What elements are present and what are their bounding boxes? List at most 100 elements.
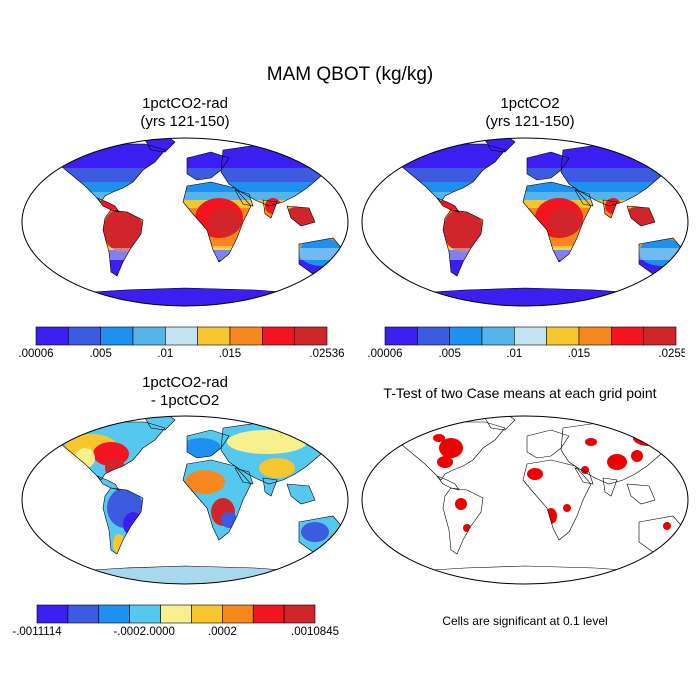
coastline-greenland bbox=[484, 416, 516, 431]
panel-title-diff-line1: 1pctCO2-rad bbox=[142, 374, 228, 391]
coastline-nz bbox=[346, 547, 348, 561]
colorbar-swatch bbox=[546, 326, 580, 346]
panel-title-ctl: 1pctCO2 (yrs 121-150) bbox=[405, 95, 655, 131]
coastline-arabia bbox=[234, 189, 254, 207]
colorbar-swatch bbox=[35, 326, 69, 346]
colorbar-swatch bbox=[384, 326, 418, 346]
map-border bbox=[21, 137, 349, 307]
colorbar-swatch bbox=[100, 326, 134, 346]
colorbar-label: -.0011114 bbox=[12, 626, 62, 638]
coastline-southAmerica bbox=[102, 487, 144, 555]
colorbar-label: .01 bbox=[506, 348, 522, 360]
colorbar-swatch bbox=[36, 604, 69, 624]
colorbar-swatch bbox=[165, 326, 198, 346]
map-panel-ttest bbox=[361, 415, 689, 585]
colorbar-swatch bbox=[191, 604, 223, 624]
coastline-europe bbox=[186, 429, 230, 459]
colorbar-swatch bbox=[481, 326, 515, 346]
colorbar-swatch bbox=[643, 326, 677, 346]
coastline-india bbox=[262, 199, 278, 219]
colorbar-label: .02536 bbox=[309, 348, 344, 360]
coastline-centralAm bbox=[96, 475, 120, 491]
coastline-southAmerica bbox=[102, 209, 144, 277]
colorbar-swatch bbox=[578, 326, 612, 346]
coastline-seAsia bbox=[286, 205, 316, 227]
coastline-europe bbox=[526, 429, 570, 459]
colorbar-swatch bbox=[129, 604, 161, 624]
coastline-northAmerica bbox=[60, 143, 166, 203]
colorbar-swatch bbox=[98, 604, 130, 624]
map-border bbox=[361, 415, 689, 585]
coastline-centralAm bbox=[436, 475, 460, 491]
colorbar-label: .005 bbox=[438, 348, 460, 360]
map-border bbox=[21, 415, 349, 585]
coastline-africa bbox=[182, 459, 252, 541]
colorbar-swatch bbox=[229, 326, 263, 346]
figure-title: MAM QBOT (kg/kg) bbox=[266, 64, 434, 85]
coastline-northAmerica bbox=[60, 421, 166, 481]
colorbar-label: .00006 bbox=[367, 348, 402, 360]
colorbar-label: .015 bbox=[568, 348, 590, 360]
coastline-centralAm bbox=[96, 197, 120, 213]
colorbar-label: .0002 bbox=[208, 626, 237, 638]
panel-title-rad: 1pctCO2-rad (yrs 121-150) bbox=[60, 95, 310, 131]
coastline-europe bbox=[186, 151, 230, 181]
colorbar-ctl: .00006 .005 .01 .015 .02553 bbox=[367, 326, 685, 360]
coastline-arabia bbox=[234, 467, 254, 485]
colorbar-swatch bbox=[160, 604, 192, 624]
coastline-europe bbox=[526, 151, 570, 181]
colorbar-swatch bbox=[197, 326, 231, 346]
map-panel-rad bbox=[21, 137, 349, 307]
colorbar-swatch bbox=[294, 326, 328, 346]
coastline-africa bbox=[182, 181, 252, 263]
colorbar-swatch bbox=[222, 604, 254, 624]
colorbar-swatch bbox=[67, 604, 100, 624]
panel-title-ctl-line2: (yrs 121-150) bbox=[485, 113, 575, 130]
coastline-africa bbox=[522, 459, 592, 541]
colorbar-swatch bbox=[449, 326, 483, 346]
coastline-northAmerica bbox=[400, 421, 506, 481]
coastline-india bbox=[602, 477, 618, 497]
panel-title-ttest: T-Test of two Case means at each grid po… bbox=[355, 384, 685, 402]
coastline-nz bbox=[346, 269, 348, 283]
coastline-southAmerica bbox=[442, 487, 484, 555]
colorbar-label: .0000 bbox=[146, 626, 175, 638]
panel-title-diff: 1pctCO2-rad - 1pctCO2 bbox=[60, 374, 310, 410]
map-panel-ctl bbox=[361, 137, 689, 307]
colorbar-diff: -.0011114 -.0002.0000 .0002 .0010845 bbox=[12, 604, 339, 638]
map-border bbox=[361, 137, 689, 307]
colorbar-label: .015 bbox=[219, 348, 241, 360]
colorbar-swatch bbox=[252, 604, 285, 624]
coastline-arabia bbox=[574, 467, 594, 485]
colorbar-label: -.0002 bbox=[113, 626, 146, 638]
panel-title-rad-line2: (yrs 121-150) bbox=[140, 113, 230, 130]
colorbar-label: .0010845 bbox=[291, 626, 339, 638]
coastline-greenland bbox=[144, 138, 176, 153]
ttest-significance-note: Cells are significant at 0.1 level bbox=[442, 614, 608, 628]
colorbar-swatch bbox=[132, 326, 166, 346]
coastline-africa bbox=[522, 181, 592, 263]
colorbar-label: .005 bbox=[89, 348, 111, 360]
coastline-southAmerica bbox=[442, 209, 484, 277]
colorbar-rad: .00006 .005 .01 .015 .02536 bbox=[18, 326, 345, 360]
coastline-seAsia bbox=[286, 483, 316, 505]
colorbar-label: .01 bbox=[157, 348, 173, 360]
coastline-greenland bbox=[144, 416, 176, 431]
colorbar-swatch bbox=[514, 326, 547, 346]
colorbar-swatch bbox=[417, 326, 450, 346]
colorbar-swatch bbox=[283, 604, 316, 624]
panel-title-diff-line2: - 1pctCO2 bbox=[150, 392, 220, 409]
panel-title-ttest-line1: T-Test of two Case means at each grid po… bbox=[383, 385, 657, 401]
coastline-india bbox=[262, 477, 278, 497]
panel-title-ctl-line1: 1pctCO2 bbox=[500, 95, 560, 112]
colorbar-swatch bbox=[68, 326, 101, 346]
colorbar-label: .02553 bbox=[658, 348, 685, 360]
colorbar-swatch bbox=[611, 326, 644, 346]
coastline-greenland bbox=[484, 138, 516, 153]
map-panel-diff bbox=[21, 415, 349, 585]
coastline-india bbox=[602, 199, 618, 219]
coastline-centralAm bbox=[436, 197, 460, 213]
panel-title-rad-line1: 1pctCO2-rad bbox=[142, 95, 228, 112]
coastline-nz bbox=[686, 269, 688, 283]
coastline-seAsia bbox=[626, 205, 656, 227]
